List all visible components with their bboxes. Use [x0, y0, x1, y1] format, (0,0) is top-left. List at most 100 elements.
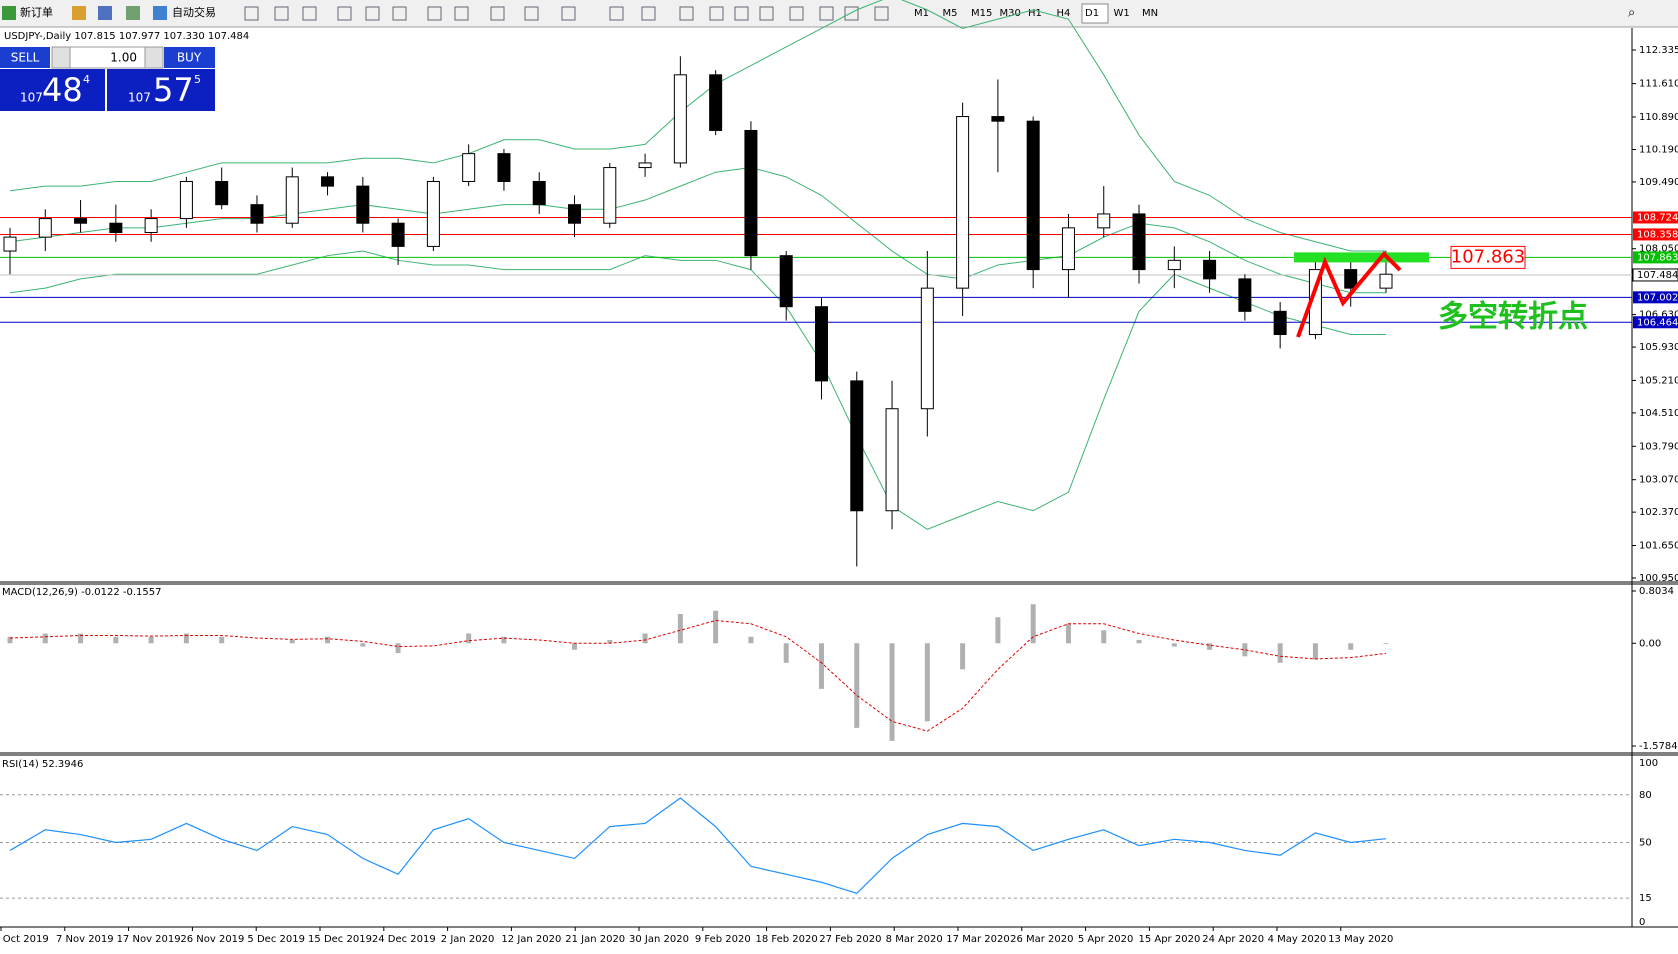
- time-label: 26 Mar 2020: [1010, 934, 1073, 945]
- turning-zone: [1294, 252, 1429, 263]
- tool-icon[interactable]: [844, 6, 859, 21]
- price-callout-box: [1450, 245, 1526, 269]
- price-tick-label: 110.190: [1639, 144, 1678, 155]
- timeframe-button[interactable]: H1: [1028, 8, 1042, 19]
- candle-body: [3, 236, 17, 252]
- sell-price-main: 48: [42, 71, 83, 109]
- price-tick-label: 109.490: [1639, 177, 1678, 188]
- time-label: 24 Dec 2019: [372, 934, 436, 945]
- sell-button[interactable]: [0, 47, 50, 68]
- tool-icon[interactable]: [126, 6, 140, 20]
- tool-icon[interactable]: [98, 6, 112, 20]
- price-tick-label: 108.050: [1639, 244, 1678, 255]
- tool-icon[interactable]: [789, 6, 804, 21]
- tool-icon[interactable]: [561, 6, 576, 21]
- candle-body: [426, 180, 440, 247]
- tool-icon[interactable]: [365, 6, 380, 21]
- timeframe-button[interactable]: M1: [914, 8, 929, 19]
- lot-up[interactable]: [144, 46, 164, 69]
- tool-icon[interactable]: [874, 6, 889, 21]
- autotrade-icon[interactable]: [153, 6, 167, 20]
- price-tick-label: 103.790: [1639, 441, 1678, 452]
- time-label: 13 May 2020: [1328, 934, 1393, 945]
- tool-icon[interactable]: [524, 6, 539, 21]
- candle-body: [109, 222, 123, 233]
- time-label: 27 Feb 2020: [819, 934, 881, 945]
- tool-icon[interactable]: [819, 6, 834, 21]
- tool-icon[interactable]: [274, 6, 289, 21]
- price-tick-label: 105.210: [1639, 375, 1678, 386]
- level-label: 108.724: [1637, 212, 1678, 223]
- bollinger-band: [9, 0, 1386, 252]
- tool-icon[interactable]: [609, 6, 624, 21]
- tool-icon[interactable]: [72, 6, 86, 20]
- candle-body: [1344, 269, 1358, 289]
- tool-icon[interactable]: [427, 6, 442, 21]
- time-label: 24 Apr 2020: [1202, 934, 1264, 945]
- candle-body: [285, 176, 299, 224]
- rsi-line: [9, 797, 1387, 895]
- buy-label[interactable]: BUY: [177, 51, 202, 65]
- search-icon[interactable]: ⌕: [1628, 6, 1635, 21]
- candle-body: [74, 218, 88, 224]
- timeframe-button[interactable]: MN: [1142, 8, 1158, 19]
- tool-icon[interactable]: [244, 6, 259, 21]
- chart-header: USDJPY-,Daily 107.815 107.977 107.330 10…: [4, 31, 249, 42]
- new-order-icon[interactable]: [2, 6, 16, 20]
- new-order-button[interactable]: 新订单: [20, 5, 53, 19]
- time-label: 21 Jan 2020: [565, 934, 625, 945]
- lot-value[interactable]: 1.00: [110, 51, 137, 65]
- macd-header: MACD(12,26,9) -0.0122 -0.1557: [2, 587, 162, 598]
- timeframe-button[interactable]: M5: [943, 8, 958, 19]
- tool-icon[interactable]: [734, 6, 749, 21]
- timeframe-button[interactable]: M15: [971, 8, 992, 19]
- candle-body: [1167, 259, 1181, 271]
- candle-body: [1203, 259, 1217, 280]
- price-tick-label: 112.335: [1639, 45, 1678, 56]
- candle-body: [532, 180, 546, 206]
- time-label: 4 May 2020: [1268, 934, 1327, 945]
- tool-icon[interactable]: [392, 6, 407, 21]
- candle-body: [1061, 227, 1075, 271]
- tool-icon[interactable]: [641, 6, 656, 21]
- chart-area: [0, 28, 1632, 950]
- toolbar-icons: [244, 6, 889, 21]
- tool-icon[interactable]: [679, 6, 694, 21]
- time-label: 5 Dec 2019: [247, 934, 305, 945]
- price-tick-label: 105.930: [1639, 342, 1678, 353]
- timeframe-button[interactable]: M30: [1000, 8, 1021, 19]
- candle-body: [956, 116, 970, 289]
- timeframes: M1 M5 M15 M30 H1 H4 D1 W1 MN: [914, 3, 1158, 24]
- candle-body: [1379, 273, 1393, 289]
- timeframe-button[interactable]: W1: [1114, 8, 1130, 19]
- rsi-tick-label: 50: [1639, 838, 1652, 849]
- candle-body: [603, 167, 617, 224]
- tool-icon[interactable]: [337, 6, 352, 21]
- tool-icon[interactable]: [490, 6, 505, 21]
- level-label: 107.002: [1637, 292, 1678, 303]
- tool-icon[interactable]: [759, 6, 774, 21]
- buy-button[interactable]: [164, 47, 215, 68]
- sell-price-box[interactable]: [0, 69, 105, 111]
- candle-body: [215, 180, 229, 206]
- candle-body: [638, 162, 652, 169]
- candle-body: [709, 74, 723, 131]
- time-label: 26 Nov 2019: [180, 934, 244, 945]
- macd-tick-label: -1.5784: [1639, 741, 1678, 752]
- time-label: 8 Mar 2020: [886, 934, 943, 945]
- lot-down[interactable]: [51, 46, 71, 69]
- timeframe-button[interactable]: H4: [1057, 8, 1071, 19]
- candle-body: [1026, 120, 1040, 271]
- tool-icon[interactable]: [709, 6, 724, 21]
- tool-icon[interactable]: [454, 6, 469, 21]
- timeframe-button[interactable]: D1: [1085, 8, 1099, 19]
- candle-body: [497, 153, 511, 182]
- tool-icon[interactable]: [302, 6, 317, 21]
- level-label: 108.358: [1637, 229, 1678, 240]
- buy-price-main: 57: [153, 71, 194, 109]
- autotrade-button[interactable]: 自动交易: [172, 5, 216, 19]
- sell-label[interactable]: SELL: [11, 51, 40, 65]
- price-tick-label: 102.370: [1639, 507, 1678, 518]
- buy-price-box[interactable]: [107, 69, 215, 111]
